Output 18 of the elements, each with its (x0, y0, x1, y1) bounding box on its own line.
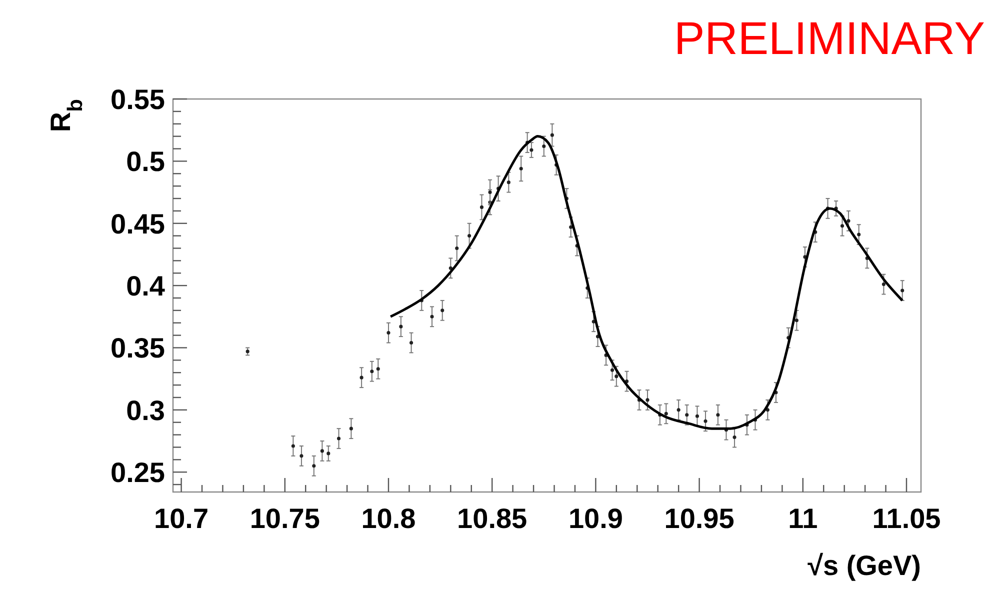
x-tick-label: 10.8 (361, 503, 416, 534)
x-tick-label: 10.7 (154, 503, 209, 534)
y-tick-label: 0.4 (126, 270, 166, 302)
text: PRELIMINARY (674, 12, 985, 64)
x-tick-label: 10.75 (250, 503, 320, 534)
x-tick-label: 10.85 (457, 503, 528, 534)
line-series (389, 135, 904, 430)
y-tick-label: 0.3 (126, 394, 165, 426)
x-tick-label: 10.95 (664, 503, 734, 534)
y-tick-label: 0.5 (126, 146, 165, 178)
x-tick-label: 11.05 (872, 503, 941, 534)
x-axis-title: √s (GeV) (808, 550, 921, 581)
x-tick-label: 11 (788, 503, 818, 534)
y-tick-label: 0.25 (110, 457, 165, 488)
y-tick-label: 0.45 (110, 208, 165, 240)
y-tick-label: 0.55 (110, 84, 165, 115)
x-tick-label: 10.9 (568, 503, 623, 534)
y-tick-label: 0.35 (110, 332, 165, 364)
